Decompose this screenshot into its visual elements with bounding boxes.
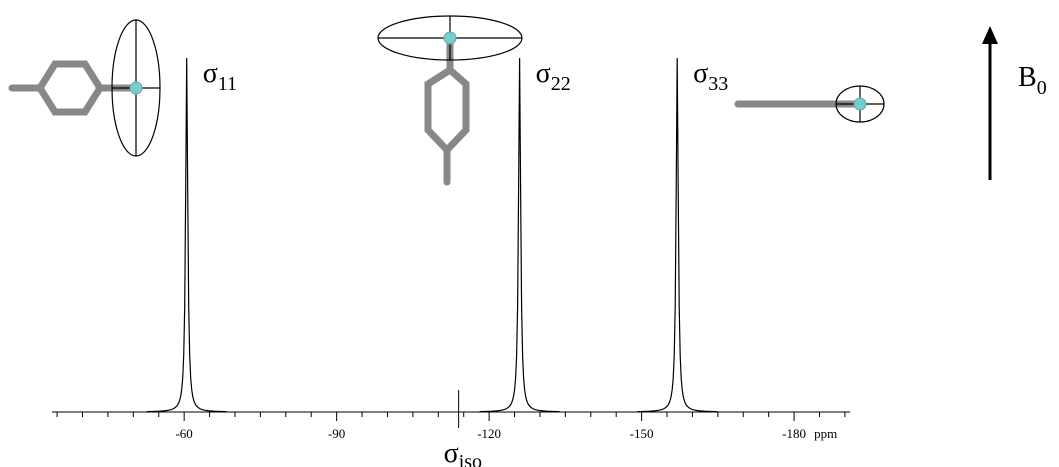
peak bbox=[479, 57, 560, 413]
peak-label: σ33 bbox=[693, 58, 728, 95]
x-tick-label: -120 bbox=[477, 426, 501, 441]
iso-label: σiso bbox=[444, 438, 482, 467]
peak-subscript: 33 bbox=[708, 73, 728, 95]
x-tick-label: -90 bbox=[328, 426, 345, 441]
peak-label: σ11 bbox=[203, 58, 237, 95]
peak bbox=[146, 57, 227, 413]
peak-subscript: 11 bbox=[218, 73, 237, 95]
nucleus bbox=[443, 31, 457, 45]
peak bbox=[637, 57, 718, 413]
arrow-head bbox=[982, 26, 998, 44]
x-tick-label: -150 bbox=[630, 426, 654, 441]
field-label: B0 bbox=[1018, 62, 1047, 99]
peak-symbol: σ bbox=[693, 58, 708, 89]
peak-subscript: 22 bbox=[551, 73, 571, 95]
x-tick-label: -60 bbox=[175, 426, 192, 441]
nucleus bbox=[129, 81, 143, 95]
peak-label: σ22 bbox=[536, 58, 571, 95]
iso-symbol: σ bbox=[444, 438, 459, 467]
peak-symbol: σ bbox=[536, 58, 551, 89]
iso-subscript: iso bbox=[459, 451, 482, 467]
nucleus bbox=[853, 97, 867, 111]
x-unit: ppm bbox=[814, 426, 837, 441]
peak-symbol: σ bbox=[203, 58, 218, 89]
x-tick-label: -180 bbox=[782, 426, 806, 441]
